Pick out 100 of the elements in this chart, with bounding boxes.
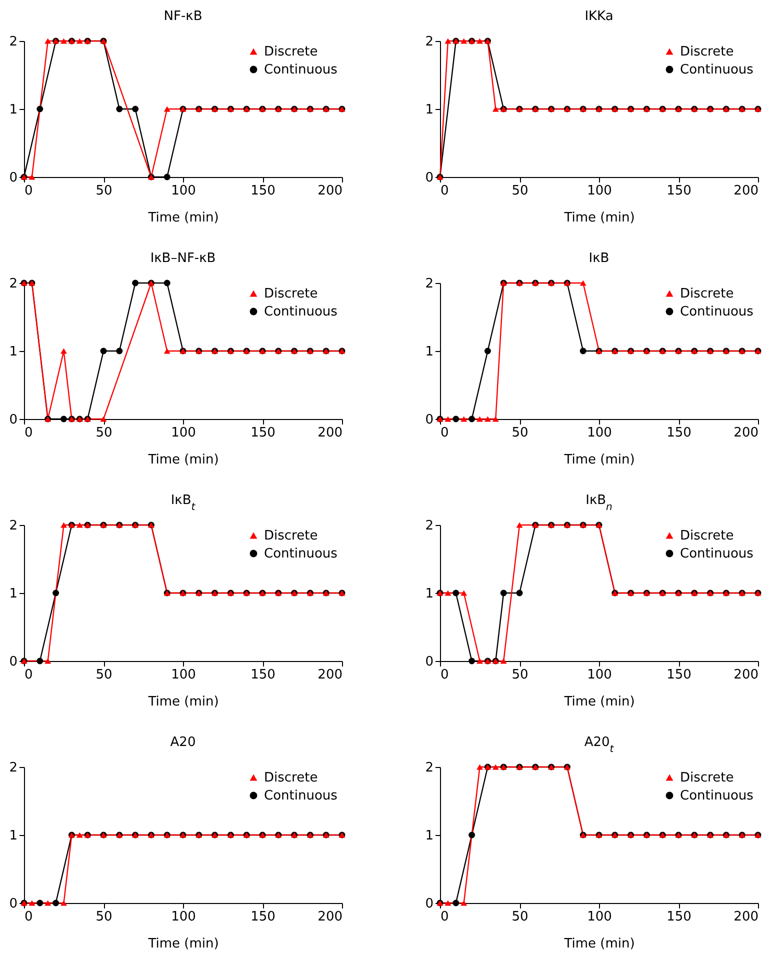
legend-label: Discrete <box>680 44 734 60</box>
x-tick-label: 100 <box>171 910 196 924</box>
point <box>60 348 67 354</box>
x-tick-label: 200 <box>318 910 342 924</box>
legend-label: Discrete <box>264 770 318 786</box>
point <box>28 174 36 180</box>
y-tick-label: 2 <box>425 276 434 292</box>
point <box>580 280 586 286</box>
x-tick-label: 200 <box>734 668 758 682</box>
point <box>36 658 44 664</box>
chart-title: NF-κB <box>164 9 202 24</box>
x-tick-label: 0 <box>24 184 33 198</box>
point <box>460 590 468 596</box>
point <box>516 522 523 528</box>
legend-label: Discrete <box>264 44 318 60</box>
point <box>476 764 483 770</box>
point <box>132 106 139 112</box>
x-tick-label: 50 <box>96 184 112 198</box>
chart-title: A20$_{t}$ <box>584 735 615 754</box>
legend-label: Continuous <box>680 788 754 804</box>
point <box>44 38 52 44</box>
y-tick-label: 2 <box>9 34 18 50</box>
y-tick-label: 0 <box>9 170 18 186</box>
point <box>164 280 170 286</box>
legend-label: Continuous <box>264 788 338 804</box>
x-tick-label: 0 <box>24 910 33 924</box>
point <box>500 658 507 664</box>
x-tick-label: 150 <box>250 910 276 924</box>
legend-label: Continuous <box>680 62 754 78</box>
chart-title: IκB$_{n}$ <box>586 493 612 512</box>
chart-title: A20 <box>170 735 196 750</box>
x-tick-label: 150 <box>250 426 276 440</box>
y-tick-label: 2 <box>9 276 18 292</box>
legend-label: Discrete <box>680 770 734 786</box>
x-tick-label: 50 <box>512 184 528 198</box>
x-tick-label: 150 <box>666 910 692 924</box>
point <box>460 38 468 44</box>
x-tick-label: 0 <box>440 910 449 924</box>
x-axis-title: Time (min) <box>563 694 635 710</box>
y-tick-label: 1 <box>425 344 434 360</box>
chart-title: IκB <box>588 251 610 266</box>
point <box>60 38 67 44</box>
point <box>452 900 460 906</box>
point <box>164 348 170 354</box>
y-tick-label: 0 <box>425 170 434 186</box>
legend-label: Continuous <box>264 62 338 78</box>
point <box>580 348 586 354</box>
legend-label: Discrete <box>264 286 318 302</box>
point <box>452 416 460 422</box>
x-tick-label: 150 <box>250 668 276 682</box>
y-tick-label: 2 <box>9 760 18 776</box>
y-tick-label: 0 <box>425 654 434 670</box>
x-tick-label: 150 <box>666 426 692 440</box>
point <box>468 832 476 838</box>
legend-label: Continuous <box>680 546 754 562</box>
x-tick-label: 100 <box>587 668 612 682</box>
x-tick-label: 100 <box>171 426 196 440</box>
x-axis-title: Time (min) <box>147 694 219 710</box>
x-tick-label: 200 <box>734 426 758 440</box>
x-tick-label: 50 <box>512 426 528 440</box>
point <box>164 174 170 180</box>
point <box>44 658 52 664</box>
y-tick-label: 1 <box>9 344 18 360</box>
legend-label: Continuous <box>264 546 338 562</box>
point <box>500 590 507 596</box>
y-tick-label: 2 <box>425 34 434 50</box>
y-tick-label: 2 <box>425 518 434 534</box>
point <box>476 416 483 422</box>
point <box>116 106 123 112</box>
point <box>444 416 452 422</box>
x-tick-label: 100 <box>587 426 612 440</box>
point <box>468 658 476 664</box>
x-tick-label: 200 <box>734 184 758 198</box>
x-axis-title: Time (min) <box>147 936 219 952</box>
point <box>60 522 67 528</box>
x-tick-label: 150 <box>250 184 276 198</box>
x-tick-label: 50 <box>96 426 112 440</box>
point <box>444 900 452 906</box>
point <box>36 106 44 112</box>
chart-title: IKKa <box>584 9 614 24</box>
x-tick-label: 100 <box>587 910 612 924</box>
point <box>492 416 499 422</box>
legend-label: Discrete <box>264 528 318 544</box>
chart-title: IκB–NF-κB <box>150 251 216 266</box>
y-tick-label: 1 <box>9 102 18 118</box>
x-axis-title: Time (min) <box>147 210 219 226</box>
x-tick-label: 200 <box>734 910 758 924</box>
point <box>460 900 468 906</box>
x-tick-label: 50 <box>96 668 112 682</box>
x-tick-label: 100 <box>171 668 196 682</box>
point <box>444 38 452 44</box>
point <box>60 416 67 422</box>
x-tick-label: 50 <box>96 910 112 924</box>
point <box>100 416 107 422</box>
y-tick-label: 0 <box>9 412 18 428</box>
y-tick-label: 1 <box>9 586 18 602</box>
x-axis-title: Time (min) <box>147 452 219 468</box>
x-tick-label: 200 <box>318 426 342 440</box>
chart-title: IκB$_{t}$ <box>170 493 196 512</box>
y-tick-label: 1 <box>425 586 434 602</box>
